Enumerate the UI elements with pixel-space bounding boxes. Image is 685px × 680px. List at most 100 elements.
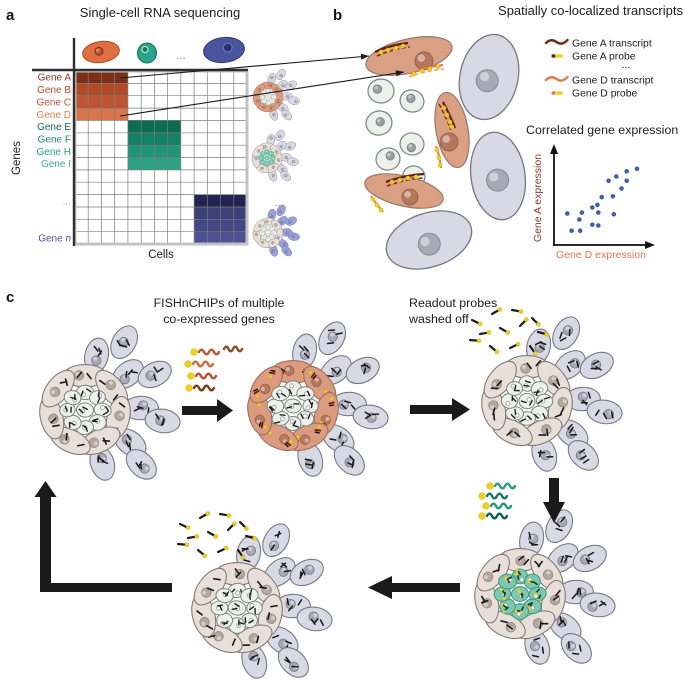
nucleus-highlight	[335, 367, 339, 372]
bound-probe	[328, 397, 335, 407]
inner-cell	[259, 230, 266, 236]
nucleus-highlight	[275, 223, 277, 225]
transcript-ticks	[222, 591, 230, 597]
cell-body	[262, 523, 291, 558]
cell-body	[579, 592, 616, 618]
probe-fluorophore	[252, 536, 257, 541]
transcript-ticks	[492, 563, 501, 573]
probe-fluorophore	[482, 502, 490, 510]
nucleus-highlight	[93, 356, 98, 361]
bound-probe	[500, 603, 508, 609]
inner-cell	[216, 612, 233, 629]
panel-b-title: Spatially co-localized transcripts	[498, 3, 683, 18]
transcript-ticks	[578, 448, 590, 464]
cell-nucleus	[91, 355, 102, 366]
cell-nucleus	[274, 87, 279, 91]
probe-dash	[536, 330, 546, 335]
gene-row-label: Gene F	[38, 135, 71, 146]
gene-row-label: Gene I	[41, 159, 71, 170]
connector-line	[119, 71, 405, 117]
panel-b-label: b	[333, 7, 342, 24]
lavender-cell	[579, 351, 614, 380]
lavender-cell	[296, 606, 333, 632]
x-axis-arrowhead	[645, 241, 655, 249]
cell-nucleus	[284, 249, 289, 254]
cell-nucleus	[283, 242, 287, 246]
probe-dash	[490, 309, 500, 316]
probe-squiggle	[489, 502, 513, 510]
inner-cell	[518, 392, 536, 410]
nucleus-highlight	[270, 76, 273, 78]
washed-probes-set-2	[244, 534, 257, 541]
step-arrow-right-1	[182, 399, 233, 422]
probe-dash	[216, 547, 226, 554]
probe-fluorophore	[223, 545, 229, 551]
ring-cell	[39, 395, 65, 440]
inner-cell	[210, 600, 229, 616]
cell-nucleus	[114, 410, 125, 421]
probe-fluorophore	[486, 330, 492, 335]
panel-b-cell-cluster	[364, 33, 527, 270]
scatter-point	[577, 228, 583, 233]
probe-dash	[285, 441, 292, 447]
lavender-cell	[110, 325, 139, 360]
step1-title-line2: co-expressed genes	[163, 312, 275, 326]
orange-probe-set	[185, 384, 216, 392]
probe-dash	[510, 308, 520, 313]
cell-nucleus	[526, 397, 532, 403]
transcript-ticks	[65, 432, 85, 447]
cell-nucleus	[265, 157, 268, 160]
nucleus-highlight	[571, 644, 575, 649]
lavender-cell	[268, 169, 278, 182]
nucleus-highlight	[562, 399, 567, 404]
nucleus-highlight	[404, 191, 411, 198]
teal-probe-set	[478, 492, 509, 500]
cell-nucleus	[281, 83, 285, 88]
probe-squiggle	[197, 348, 221, 356]
transcript-ticks	[286, 598, 303, 612]
nucleus-highlight	[286, 156, 288, 158]
scatter-point	[599, 194, 604, 200]
transcript-ticks	[308, 399, 314, 409]
cell-nucleus	[406, 93, 416, 104]
washed-probes-set-2	[178, 522, 191, 531]
probe-fluorophore	[534, 592, 538, 596]
nucleus-highlight	[256, 419, 261, 424]
probe-dash	[253, 390, 260, 395]
transcript-ticks	[364, 411, 380, 420]
lavender-cell	[285, 80, 297, 90]
probe-fluorophore	[185, 384, 193, 392]
cell-nucleus	[262, 105, 266, 110]
probe-dash	[258, 421, 262, 427]
probe-dash	[503, 606, 509, 612]
nucleus-highlight	[281, 567, 286, 572]
nucleus-highlight	[144, 466, 149, 471]
nucleus-highlight	[278, 158, 280, 161]
cell-nucleus	[245, 545, 257, 556]
lavender-cell	[137, 360, 172, 389]
lavender-cell	[333, 445, 365, 476]
step1-title-line1: FISHnCHIPs of multiple	[154, 296, 285, 310]
transcript-ticks	[340, 400, 356, 411]
probe-fluorophore	[413, 174, 419, 180]
nucleus-highlight	[278, 236, 280, 238]
probe-dash	[518, 319, 527, 328]
step-arrow-down	[543, 478, 565, 523]
transcript-ticks	[125, 369, 138, 379]
transcript-ticks	[274, 414, 286, 424]
inner-cell	[296, 386, 315, 401]
cell-nucleus	[278, 566, 289, 577]
nucleus-highlight	[565, 326, 570, 331]
cell-nucleus	[475, 69, 499, 93]
tissue-cluster-washed-2	[191, 523, 333, 679]
cell-nucleus	[257, 88, 261, 92]
nucleus-highlight	[295, 100, 298, 102]
cell-nucleus	[271, 227, 273, 230]
probe-fluorophore	[441, 105, 447, 111]
cell-nucleus	[279, 416, 285, 422]
cell-body	[518, 392, 536, 410]
transcript-ticks	[534, 560, 543, 568]
washed-probes-set-1	[508, 341, 521, 350]
legend-transcript-swatch	[544, 75, 569, 82]
